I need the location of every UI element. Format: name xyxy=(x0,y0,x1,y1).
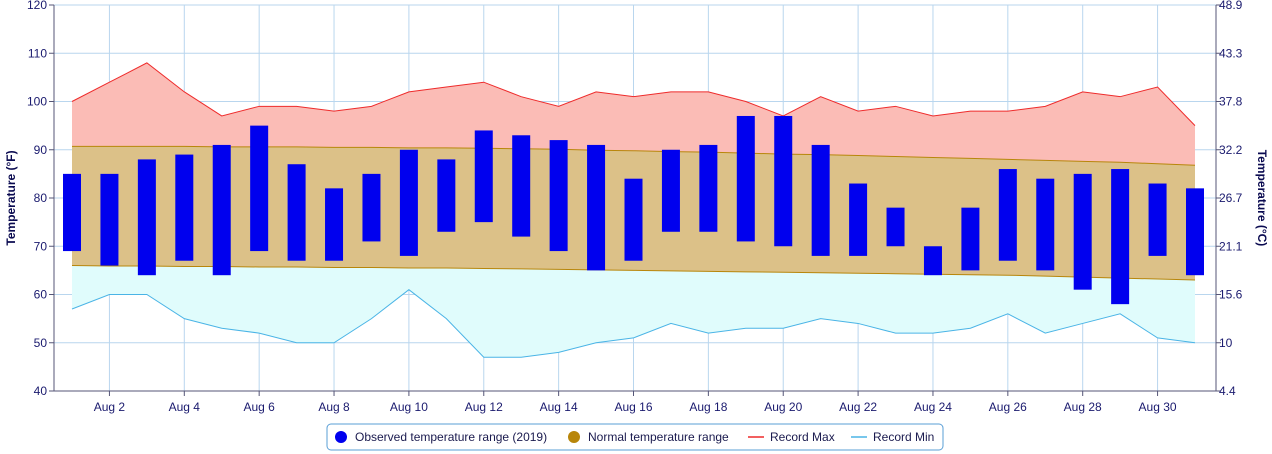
right-tick-label: 48.9 xyxy=(1219,0,1243,12)
observed-range-bar xyxy=(1036,178,1055,271)
x-tick-label: Aug 18 xyxy=(689,400,727,414)
observed-range-bar xyxy=(961,207,980,271)
observed-range-bar xyxy=(362,173,381,242)
observed-range-bars xyxy=(63,115,1204,305)
x-tick-label: Aug 6 xyxy=(243,400,275,414)
observed-range-bar xyxy=(63,173,81,252)
observed-range-bar xyxy=(212,144,231,276)
observed-range-bar xyxy=(287,164,306,261)
x-tick-label: Aug 14 xyxy=(540,400,578,414)
observed-range-bar xyxy=(886,207,905,247)
x-tick-label: Aug 2 xyxy=(94,400,126,414)
right-axis-title: Temperature (°C) xyxy=(1255,150,1269,247)
x-tick-label: Aug 30 xyxy=(1139,400,1177,414)
record-max-area xyxy=(72,62,1195,166)
left-tick-label: 40 xyxy=(34,384,48,398)
observed-range-bar xyxy=(250,125,269,252)
observed-range-bar xyxy=(325,188,344,261)
left-tick-label: 60 xyxy=(34,288,48,302)
left-tick-label: 100 xyxy=(27,95,47,109)
observed-range-bar xyxy=(624,178,643,261)
legend-label: Normal temperature range xyxy=(588,430,729,444)
right-tick-label: 10 xyxy=(1219,336,1233,350)
observed-range-bar xyxy=(549,140,568,252)
observed-range-bar xyxy=(399,149,418,256)
right-tick-label: 32.2 xyxy=(1219,143,1243,157)
x-tick-label: Aug 28 xyxy=(1064,400,1102,414)
left-tick-label: 90 xyxy=(34,143,48,157)
left-tick-label: 80 xyxy=(34,191,48,205)
observed-range-bar xyxy=(849,183,868,256)
observed-range-bar xyxy=(512,135,531,237)
x-tick-label: Aug 4 xyxy=(169,400,201,414)
legend-marker xyxy=(568,431,580,443)
left-tick-label: 120 xyxy=(27,0,47,12)
x-tick-label: Aug 20 xyxy=(764,400,802,414)
observed-range-bar xyxy=(661,149,680,232)
observed-range-bar xyxy=(474,130,493,223)
observed-range-bar xyxy=(1148,183,1167,256)
observed-range-bar xyxy=(587,144,606,271)
record-max-line xyxy=(71,62,1196,126)
legend-label: Record Max xyxy=(770,430,835,444)
left-tick-label: 50 xyxy=(34,336,48,350)
axes: 40 4.4 50 10 60 15.6 70 21.1 80 26.7 90 32.2 100 37.8… xyxy=(27,0,1243,414)
legend-label: Record Min xyxy=(873,430,934,444)
x-tick-label: Aug 16 xyxy=(614,400,652,414)
observed-range-bar xyxy=(175,154,194,261)
observed-range-bar xyxy=(1073,173,1092,290)
right-tick-label: 21.1 xyxy=(1219,239,1243,253)
normal-low-line xyxy=(71,265,1196,281)
observed-range-bar xyxy=(1186,188,1204,276)
right-tick-label: 43.3 xyxy=(1219,46,1243,60)
legend-marker xyxy=(335,431,347,443)
left-tick-label: 110 xyxy=(28,46,47,60)
right-tick-label: 26.7 xyxy=(1219,191,1243,205)
observed-range-bar xyxy=(774,115,793,247)
observed-range-bar xyxy=(437,159,456,232)
legend-box xyxy=(326,423,944,451)
right-tick-label: 4.4 xyxy=(1219,384,1236,398)
x-tick-label: Aug 8 xyxy=(318,400,350,414)
x-tick-label: Aug 24 xyxy=(914,400,952,414)
observed-range-bar xyxy=(736,115,755,242)
right-tick-label: 15.6 xyxy=(1219,288,1243,302)
observed-range-bar xyxy=(811,144,830,256)
observed-range-bar xyxy=(137,159,156,276)
observed-range-bar xyxy=(100,173,119,266)
observed-range-bar xyxy=(923,246,942,276)
record-min-line xyxy=(71,289,1196,358)
observed-range-bar xyxy=(699,144,718,232)
legend-label: Observed temperature range (2019) xyxy=(355,430,547,444)
legend: Observed temperature range (2019) Normal … xyxy=(326,423,944,451)
x-tick-label: Aug 26 xyxy=(989,400,1027,414)
x-tick-label: Aug 12 xyxy=(465,400,503,414)
x-tick-label: Aug 22 xyxy=(839,400,877,414)
left-tick-label: 70 xyxy=(34,239,48,253)
observed-range-bar xyxy=(998,169,1017,261)
x-tick-label: Aug 10 xyxy=(390,400,428,414)
left-axis-title: Temperature (°F) xyxy=(4,150,18,245)
record-min-area xyxy=(72,265,1195,358)
observed-range-bar xyxy=(1111,169,1130,305)
right-tick-label: 37.8 xyxy=(1219,95,1243,109)
